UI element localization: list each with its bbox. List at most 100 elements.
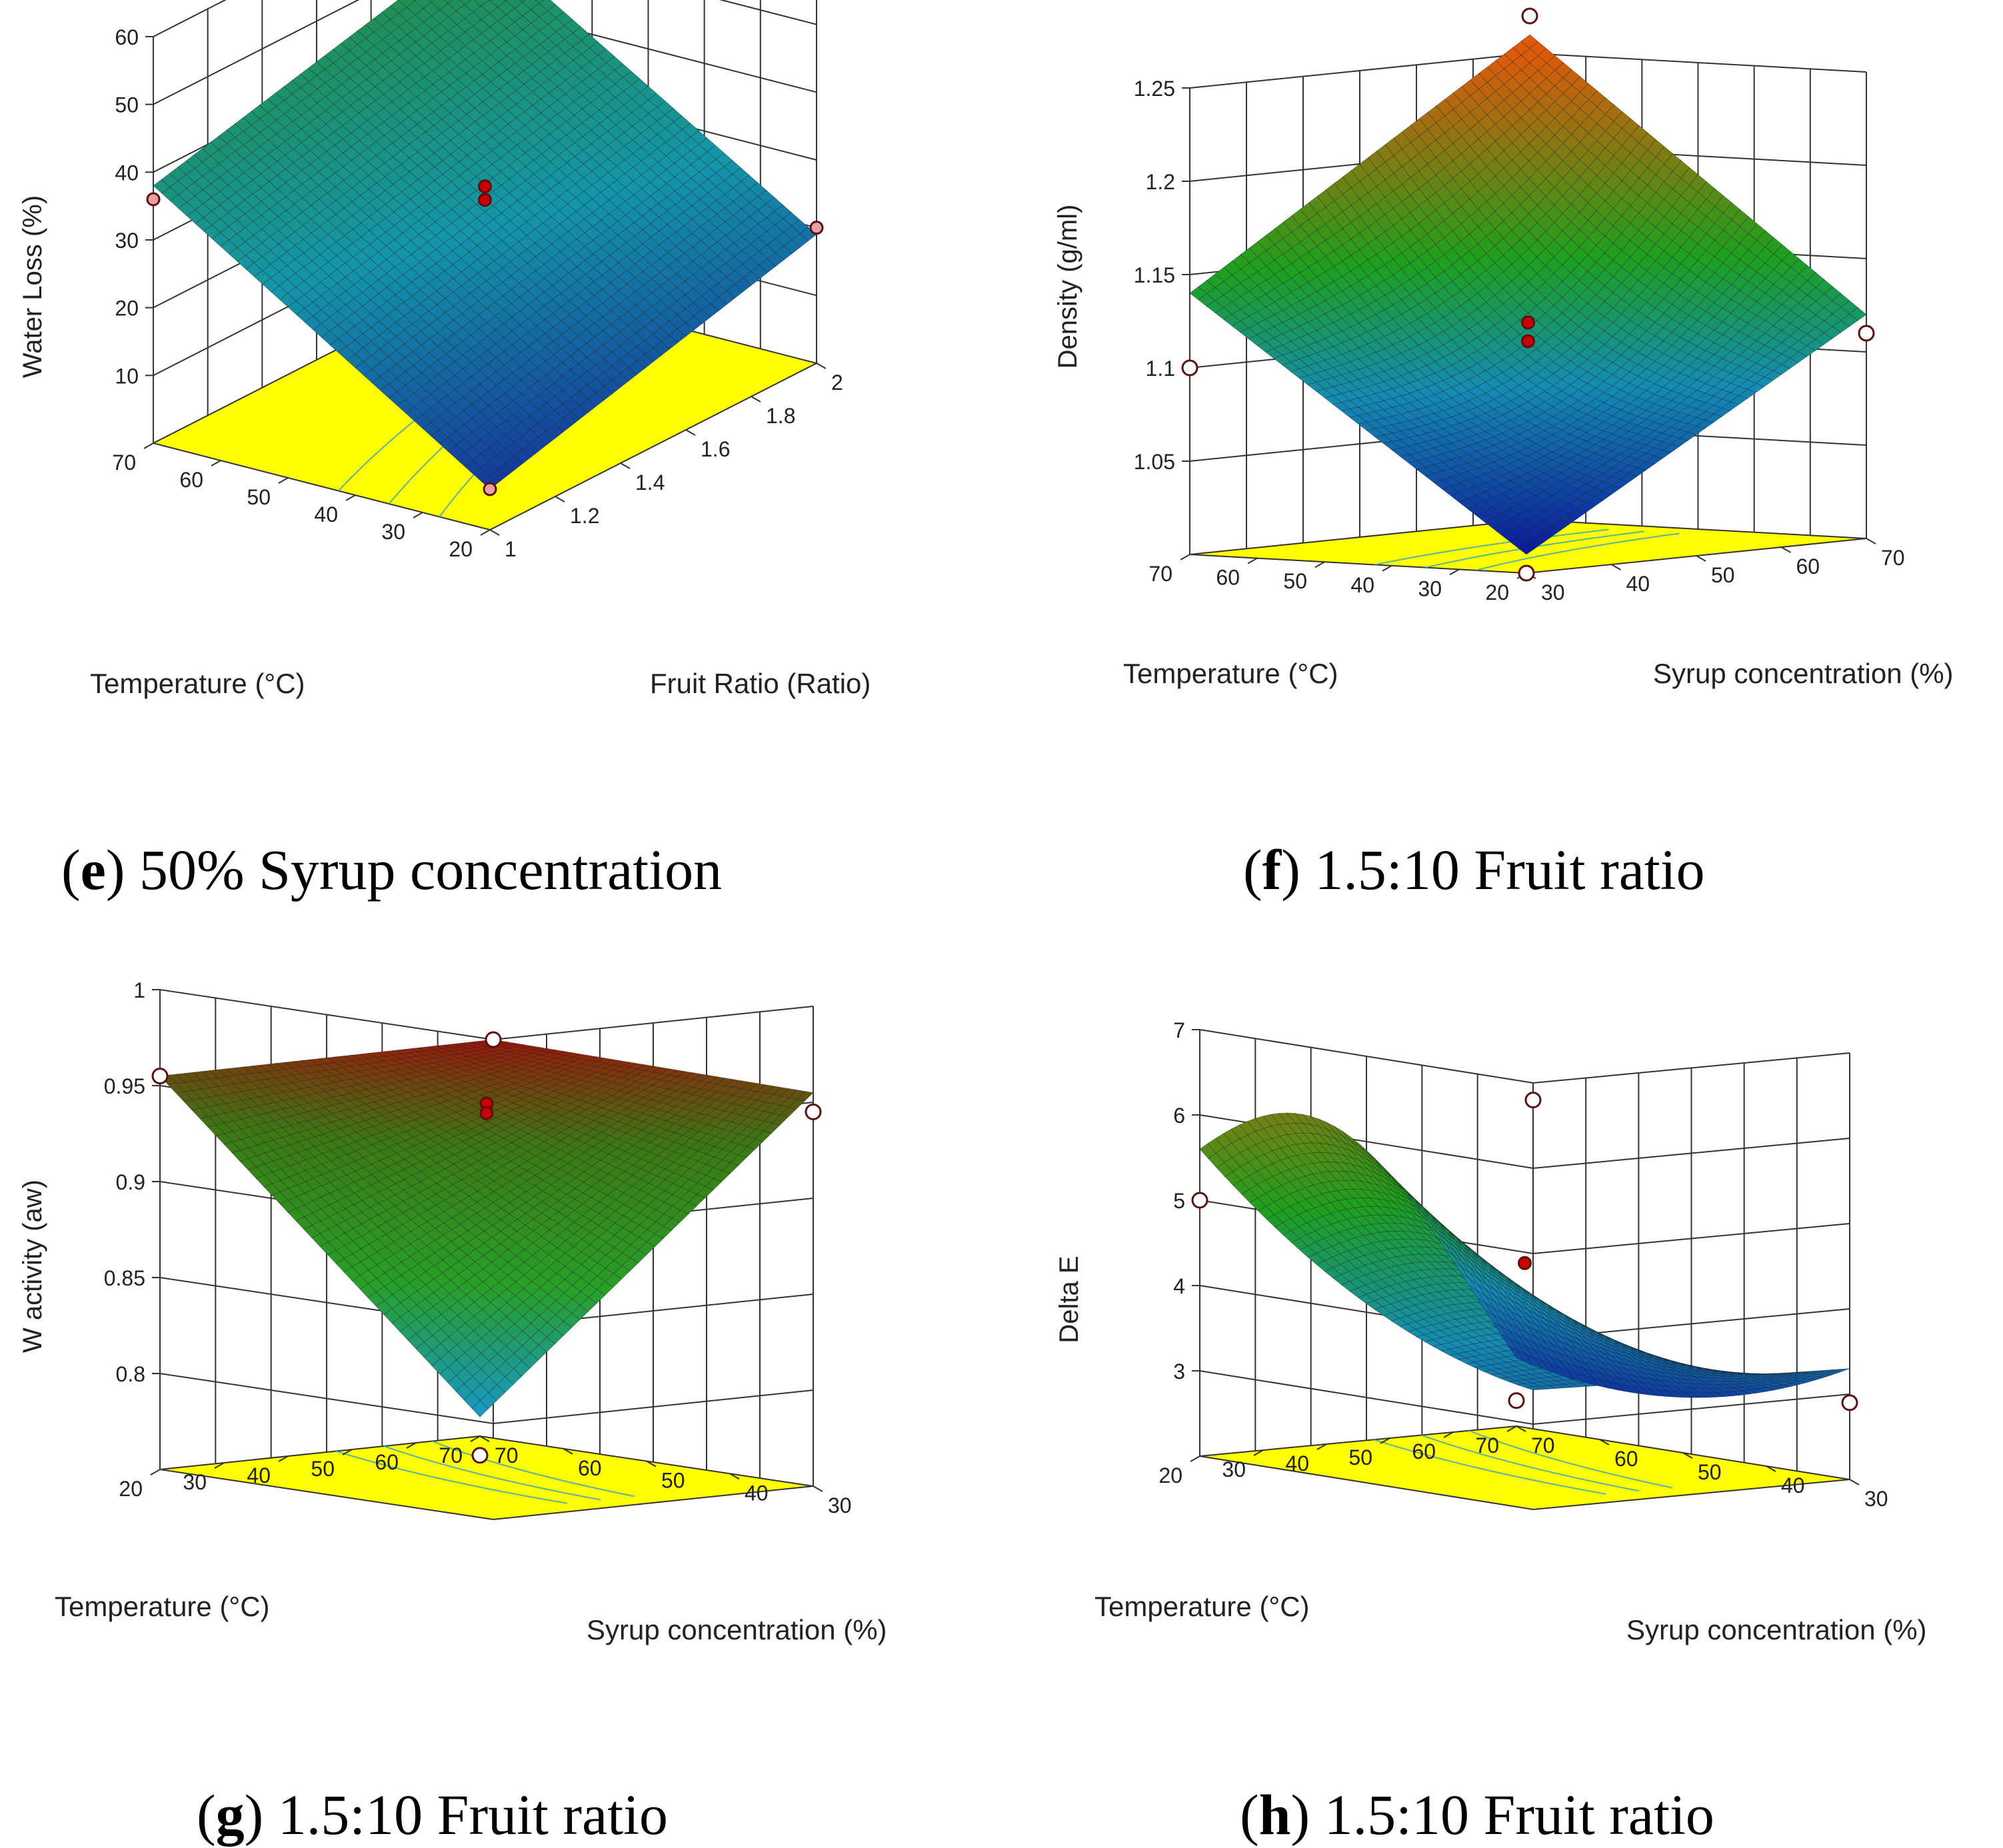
chart-f-design-point [1858,325,1875,342]
chart-h-left-tick: 60 [1412,1439,1436,1463]
chart-h-ztick: 7 [1173,1018,1185,1042]
chart-h-right-tick: 60 [1614,1447,1638,1471]
chart-f-ztick: 1.1 [1146,357,1175,381]
chart-h-right-axis: 70 60 50 40 30 Syrup concentration (%) [1516,1425,1927,1645]
chart-g-zlabel: W activity (aw) [18,1180,47,1353]
chart-h-design-point [1518,1256,1532,1270]
chart-g: 0.8 0.85 0.9 0.95 1 W activity (aw) 20 30 40 50 60… [0,946,1000,1847]
chart-g-right-tick: 50 [661,1469,685,1493]
chart-f-surface [1189,34,1867,555]
chart-h-contours [1373,1429,1673,1495]
caption-e-text: 50% Syrup concentration [139,838,723,902]
chart-e-zaxis: 10 20 30 40 50 60 Water Loss (%) [18,25,153,388]
chart-f-right-tick: 70 [1881,546,1905,570]
chart-h-left-label: Temperature (°C) [1094,1591,1310,1622]
chart-e: 10 20 30 40 50 60 Water Loss (%) 70 60 50 40 30 20 Te… [0,0,1000,902]
chart-e-svg: 10 20 30 40 50 60 Water Loss (%) 70 60 50 40 30 20 Te… [18,0,871,699]
chart-g-right-tick: 70 [495,1443,519,1467]
chart-f-ztick: 1.2 [1146,170,1175,194]
chart-f-design-point [1518,564,1535,582]
chart-f-right-tick: 50 [1711,563,1735,587]
chart-e-left-tick: 20 [449,537,473,561]
chart-g-design-point [471,1447,489,1464]
chart-h-left-axis: 20 30 40 50 60 70 Temperature (°C) [1094,1425,1517,1622]
caption-h: (h) 1.5:10 Fruit ratio [1240,1783,1714,1847]
chart-f-right-axis: 30 40 50 60 70 Syrup concentration (%) [1526,538,1954,689]
chart-f-left-axis: 70 60 50 40 30 20 Temperature (°C) [1123,554,1527,689]
chart-g-design-points [151,1031,822,1464]
chart-h-right-tick: 70 [1531,1433,1555,1457]
chart-f-left-tick: 70 [1148,562,1172,586]
chart-e-left-tick: 70 [112,451,136,474]
caption-h-text: 1.5:10 Fruit ratio [1324,1783,1714,1847]
chart-g-left-tick: 60 [375,1450,399,1474]
chart-e-ztick: 30 [115,229,139,253]
chart-h-right-label: Syrup concentration (%) [1626,1614,1927,1645]
chart-e-right-tick: 1.2 [570,504,599,528]
chart-f-design-point [1521,7,1538,25]
chart-e-design-point [146,192,161,207]
chart-e-left-axis: 70 60 50 40 30 20 Temperature (°C) [90,443,491,699]
chart-e-design-point [478,193,492,207]
chart-g-design-point [479,1106,494,1120]
chart-f-left-tick: 40 [1350,573,1374,597]
chart-f-right-tick: 40 [1626,572,1650,596]
chart-g-right-tick: 40 [745,1481,769,1505]
chart-f-ztick: 1.15 [1134,263,1175,287]
chart-e-design-points [146,179,824,496]
chart-h-left-tick: 40 [1285,1451,1309,1475]
chart-h-floor [1199,1425,1850,1511]
chart-e-left-label: Temperature (°C) [90,668,305,699]
chart-h-ztick: 4 [1173,1274,1185,1298]
chart-g-left-tick: 30 [183,1470,207,1494]
chart-f-svg: 1.05 1.1 1.15 1.2 1.25 Density (g/ml) 70 60 50 40… [1053,7,1954,689]
chart-e-ztick: 10 [115,364,139,388]
chart-f: 1.05 1.1 1.15 1.2 1.25 Density (g/ml) 70 60 50 40… [1003,0,2003,902]
chart-e-design-point [809,221,824,235]
chart-f-right-label: Syrup concentration (%) [1653,658,1954,689]
caption-g: (g) 1.5:10 Fruit ratio [197,1783,669,1847]
chart-f-design-point [1181,359,1198,377]
chart-g-ztick: 0.9 [116,1170,145,1194]
chart-f-left-tick: 30 [1418,576,1442,600]
chart-f-design-point [1521,315,1535,330]
chart-h-right-tick: 30 [1864,1487,1888,1511]
chart-h-zaxis: 3 4 5 6 7 Delta E [1054,1018,1200,1384]
chart-g-left-tick: 40 [247,1463,271,1487]
chart-e-ztick: 20 [115,297,139,321]
chart-e-right-axis: 1 1.2 1.4 1.6 1.8 2 Fruit Ratio (Ratio) [489,363,871,699]
chart-f-design-points [1181,7,1875,582]
chart-f-right-tick: 60 [1796,554,1820,578]
chart-e-surface [153,0,817,490]
chart-g-left-tick: 50 [311,1457,335,1481]
chart-h-design-point [1508,1392,1525,1409]
chart-g-ztick: 0.95 [104,1074,145,1098]
chart-f-zlabel: Density (g/ml) [1053,205,1082,369]
chart-e-zlabel: Water Loss (%) [18,195,47,378]
chart-h-ztick: 6 [1173,1104,1185,1128]
chart-e-design-point [483,482,497,496]
chart-g-svg: 0.8 0.85 0.9 0.95 1 W activity (aw) 20 30 40 50 60… [18,978,887,1645]
chart-e-right-tick: 1.6 [701,437,730,461]
chart-h-svg: 3 4 5 6 7 Delta E 20 30 40 50 60 70 Temperature (°C)… [1054,1018,1927,1645]
chart-h-ztick: 3 [1173,1360,1185,1384]
chart-e-left-tick: 50 [247,485,271,509]
chart-e-left-tick: 30 [381,520,405,544]
chart-f-ztick: 1.05 [1134,450,1175,474]
chart-g-right-tick: 60 [578,1456,602,1480]
chart-h-right-tick: 40 [1781,1473,1805,1497]
chart-e-left-tick: 40 [314,502,338,526]
chart-g-surface [159,1039,814,1417]
chart-h-left-tick: 20 [1158,1463,1182,1487]
chart-f-left-label: Temperature (°C) [1123,658,1338,689]
chart-f-left-tick: 20 [1485,580,1509,604]
chart-g-left-label: Temperature (°C) [55,1591,270,1622]
chart-g-design-point [485,1031,502,1048]
chart-g-left-tick: 70 [439,1443,463,1467]
chart-e-ztick: 60 [115,25,139,49]
chart-h-design-point [1191,1192,1208,1209]
chart-e-right-tick: 1.8 [766,404,795,428]
caption-f: (f) 1.5:10 Fruit ratio [1243,838,1705,902]
chart-h-surface [1199,1112,1850,1398]
chart-g-design-point [151,1068,169,1085]
